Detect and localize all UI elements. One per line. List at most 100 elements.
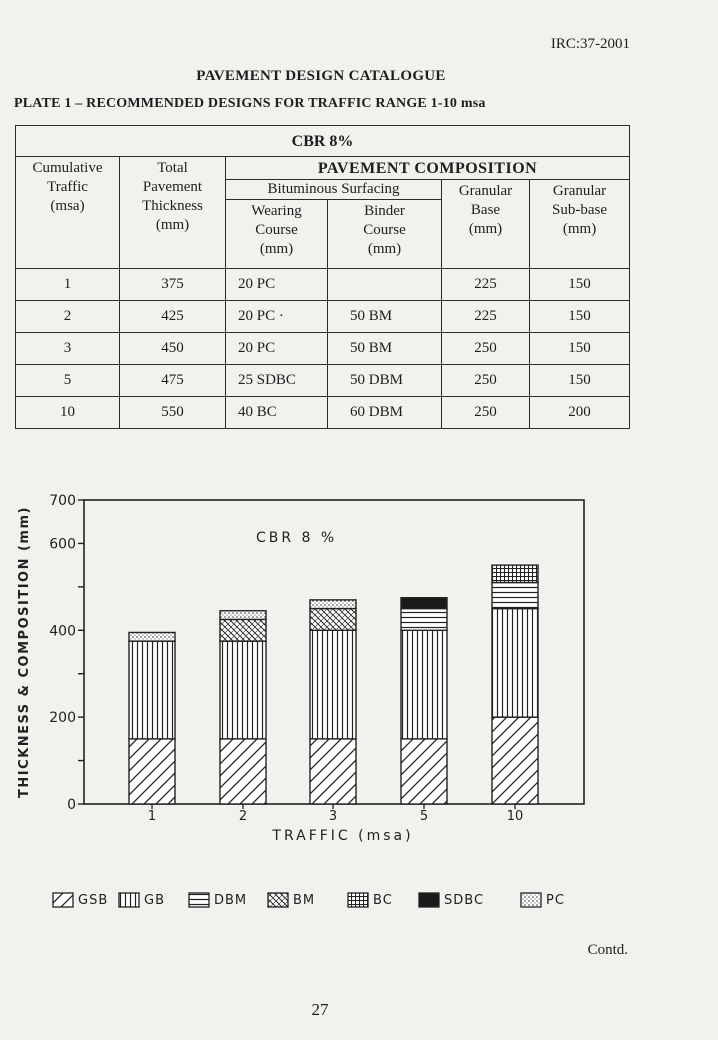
table-row: 2 425 20 PC · 50 BM 225 150 [15, 300, 631, 333]
x-axis-label: TRAFFIC (msa) [271, 828, 413, 844]
legend-label: BM [293, 892, 316, 908]
bar-segment-gsb [128, 738, 176, 805]
cell-base: 250 [441, 396, 530, 429]
legend-swatch [347, 892, 369, 908]
header-pavement-composition: PAVEMENT COMPOSITION [224, 156, 631, 180]
header-bituminous-surfacing: Bituminous Surfacing [225, 179, 442, 200]
bar-segment-gsb [400, 738, 448, 805]
cell-wearing: 25 SDBC [225, 364, 328, 397]
legend-label: PC [546, 892, 565, 908]
bar-segment-sdbc [400, 597, 448, 610]
bar-segment-gsb [309, 738, 357, 805]
cell-base: 250 [441, 364, 530, 397]
cell-traffic: 5 [15, 364, 120, 397]
cell-base: 250 [441, 332, 530, 365]
x-tick-label: 1 [148, 809, 156, 824]
legend-swatch [267, 892, 289, 908]
cell-subbase: 150 [528, 364, 631, 397]
cell-total: 475 [119, 364, 226, 397]
chart-legend: GSB GB [52, 892, 642, 914]
header-wearing-course: Wearing Course (mm) [225, 199, 328, 269]
bar-segment-pc [128, 631, 176, 642]
header-granular-subbase: Granular Sub-base (mm) [528, 179, 631, 269]
cell-binder: 60 DBM [327, 396, 442, 429]
legend-item-pc: PC [520, 892, 565, 908]
cell-subbase: 150 [528, 268, 631, 301]
cell-total: 375 [119, 268, 226, 301]
document-code: IRC:37-2001 [550, 36, 630, 52]
bar-segment-dbm [400, 607, 448, 631]
continued-note: Contd. [587, 942, 628, 958]
y-tick-label: 600 [49, 536, 76, 552]
cell-traffic: 3 [15, 332, 120, 365]
plate-heading: PLATE 1 – RECOMMENDED DESIGNS FOR TRAFFI… [14, 96, 486, 111]
bar-segment-bm [219, 618, 267, 642]
cell-subbase: 200 [528, 396, 631, 429]
bar-segment-gb [219, 640, 267, 740]
legend-swatch [52, 892, 74, 908]
legend-label: BC [373, 892, 393, 908]
bar-segment-dbm [491, 581, 539, 610]
legend-item-sdbc: SDBC [418, 892, 484, 908]
cell-base: 225 [441, 300, 530, 333]
cell-binder: 50 BM [327, 332, 442, 365]
header-total-thickness: Total Pavement Thickness (mm) [119, 156, 226, 269]
chart-title: CBR 8 % [256, 530, 337, 546]
y-axis-label: THICKNESS & COMPOSITION (mm) [17, 506, 32, 798]
cell-total: 425 [119, 300, 226, 333]
y-tick-label: 200 [49, 710, 76, 726]
cell-binder: 50 DBM [327, 364, 442, 397]
x-tick-label: 3 [329, 809, 337, 824]
bar-segment-pc [309, 599, 357, 610]
cell-wearing: 40 BC [225, 396, 328, 429]
cell-base: 225 [441, 268, 530, 301]
legend-item-dbm: DBM [188, 892, 247, 908]
legend-item-bm: BM [267, 892, 315, 908]
x-tick-label: 10 [507, 809, 524, 824]
bar-segment-gsb [219, 738, 267, 805]
header-granular-base: Granular Base (mm) [441, 179, 530, 269]
legend-label: GSB [78, 892, 109, 908]
cell-wearing: 20 PC · [225, 300, 328, 333]
table-row: 1 375 20 PC 225 150 [15, 268, 631, 301]
cell-binder: 50 BM [327, 300, 442, 333]
page-title: PAVEMENT DESIGN CATALOGUE [196, 68, 446, 84]
bar-segment-bm [309, 607, 357, 631]
cbr-heading: CBR 8% [14, 125, 631, 157]
bar-segment-gb [491, 607, 539, 718]
legend-label: SDBC [444, 892, 485, 908]
table-row: 5 475 25 SDBC 50 DBM 250 150 [15, 364, 631, 397]
bar-segment-pc [219, 610, 267, 621]
cell-traffic: 10 [15, 396, 120, 429]
legend-label: GB [144, 892, 165, 908]
bar-segment-gb [309, 629, 357, 740]
x-tick-label: 2 [239, 809, 247, 824]
bar-segment-gsb [491, 716, 539, 805]
cell-subbase: 150 [528, 332, 631, 365]
cell-traffic: 2 [15, 300, 120, 333]
cell-total: 550 [119, 396, 226, 429]
cell-binder [327, 268, 442, 301]
thickness-composition-chart: 0 200 400 600 700 CBR 8 % THICKNESS & COMPOSIT… [17, 493, 585, 844]
legend-item-gsb: GSB [52, 892, 108, 908]
cell-wearing: 20 PC [225, 268, 328, 301]
cell-wearing: 20 PC [225, 332, 328, 365]
y-tick-label: 0 [67, 797, 76, 813]
cell-subbase: 150 [528, 300, 631, 333]
header-binder-course: Binder Course (mm) [327, 199, 442, 269]
x-tick-label: 5 [420, 809, 428, 824]
table-row: 10 550 40 BC 60 DBM 250 200 [15, 396, 631, 429]
legend-swatch [118, 892, 140, 908]
legend-item-bc: BC [347, 892, 393, 908]
bar-segment-bc [491, 564, 539, 584]
cell-total: 450 [119, 332, 226, 365]
y-tick-label: 400 [49, 623, 76, 639]
legend-swatch [520, 892, 542, 908]
legend-label: DBM [214, 892, 248, 908]
bar-segment-gb [128, 640, 176, 740]
cell-traffic: 1 [15, 268, 120, 301]
design-catalogue-table: CBR 8% Cumulative Traffic (msa) Total Pavem… [14, 125, 631, 429]
legend-swatch [418, 892, 440, 908]
legend-item-gb: GB [118, 892, 165, 908]
header-cumulative-traffic: Cumulative Traffic (msa) [15, 156, 120, 269]
